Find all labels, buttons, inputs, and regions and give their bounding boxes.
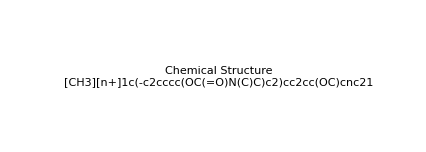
Text: Chemical Structure
[CH3][n+]1c(-c2cccc(OC(=O)N(C)C)c2)cc2cc(OC)cnc21: Chemical Structure [CH3][n+]1c(-c2cccc(O… xyxy=(63,66,373,88)
